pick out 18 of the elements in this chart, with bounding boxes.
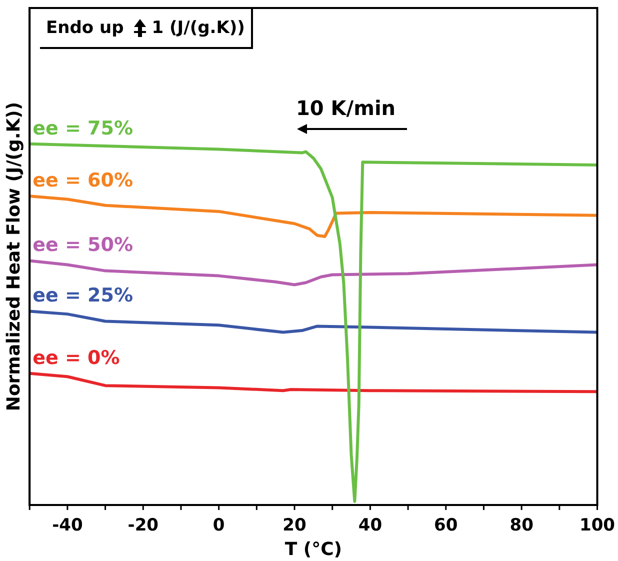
series-label: ee = 25% xyxy=(32,284,134,307)
x-tick-label: 60 xyxy=(434,516,458,536)
series-label: ee = 50% xyxy=(32,234,134,256)
x-tick-label: 20 xyxy=(282,516,306,536)
x-tick-label: -40 xyxy=(52,516,83,536)
text: 10 K/min xyxy=(296,96,396,120)
x-tick-label: 0 xyxy=(212,516,225,536)
x-tick-label: -20 xyxy=(128,516,159,536)
x-tick-label: 40 xyxy=(358,516,382,536)
x-tick-label: 100 xyxy=(580,516,616,536)
y-axis-title: Normalized Heat Flow (J/(g.K)) xyxy=(3,102,24,412)
text: Endo up xyxy=(46,18,124,38)
text: 1 (J/(g.K)) xyxy=(152,18,245,38)
x-tick-label: 80 xyxy=(510,516,534,536)
x-axis-title: T (°C) xyxy=(284,538,342,560)
series-label: ee = 60% xyxy=(32,170,134,192)
series-label: ee = 0% xyxy=(32,346,120,369)
series-label: ee = 75% xyxy=(32,117,134,140)
